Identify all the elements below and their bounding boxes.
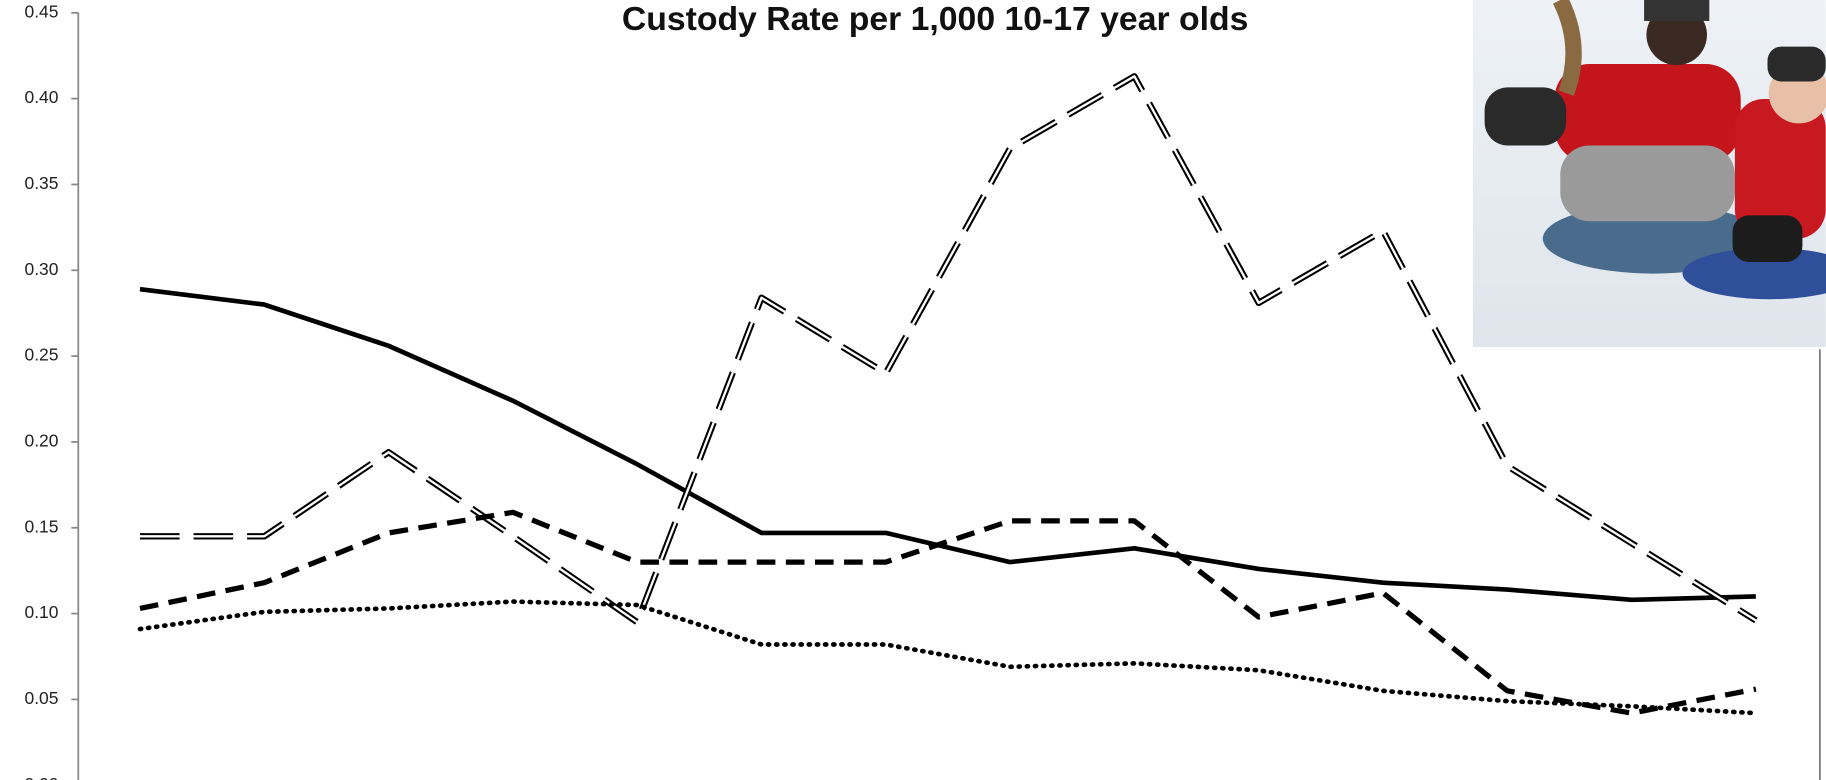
y-tick-label: 0.00 (25, 774, 59, 780)
series-line (139, 509, 1757, 716)
y-tick-label: 0.30 (25, 259, 59, 279)
y-tick-label: 0.35 (25, 173, 59, 193)
y-tick-label: 0.20 (25, 431, 59, 451)
series-line (137, 599, 1759, 716)
y-tick-label: 0.45 (25, 1, 59, 21)
y-tick-label: 0.15 (25, 516, 59, 536)
series-line (139, 75, 1757, 624)
y-tick-label: 0.10 (25, 602, 59, 622)
chart-title: Custody Rate per 1,000 10-17 year olds (622, 0, 1249, 38)
y-tick-label: 0.25 (25, 345, 59, 365)
y-tick-label: 0.40 (25, 87, 59, 107)
photo (1472, 0, 1826, 347)
series-line (139, 286, 1756, 603)
y-tick-label: 0.05 (25, 688, 59, 708)
